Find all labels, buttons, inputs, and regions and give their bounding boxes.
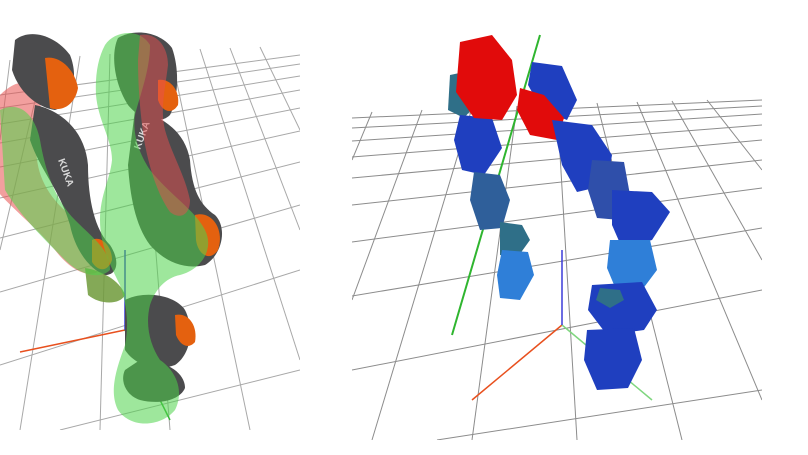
right-viewport[interactable] — [352, 0, 762, 440]
floor-grid-right — [352, 99, 762, 440]
red-overlay-arm-right — [138, 34, 190, 216]
left-scene-canvas: KUKA KUKA — [0, 32, 300, 430]
green-overlay-arm-left — [0, 106, 110, 276]
right-scene-canvas — [352, 34, 762, 440]
green-overlay-arm-right — [95, 32, 209, 424]
left-viewport[interactable]: KUKA KUKA — [0, 0, 300, 430]
convex-hull-chain-left — [448, 35, 534, 300]
convex-hull-chain-right — [517, 62, 670, 390]
